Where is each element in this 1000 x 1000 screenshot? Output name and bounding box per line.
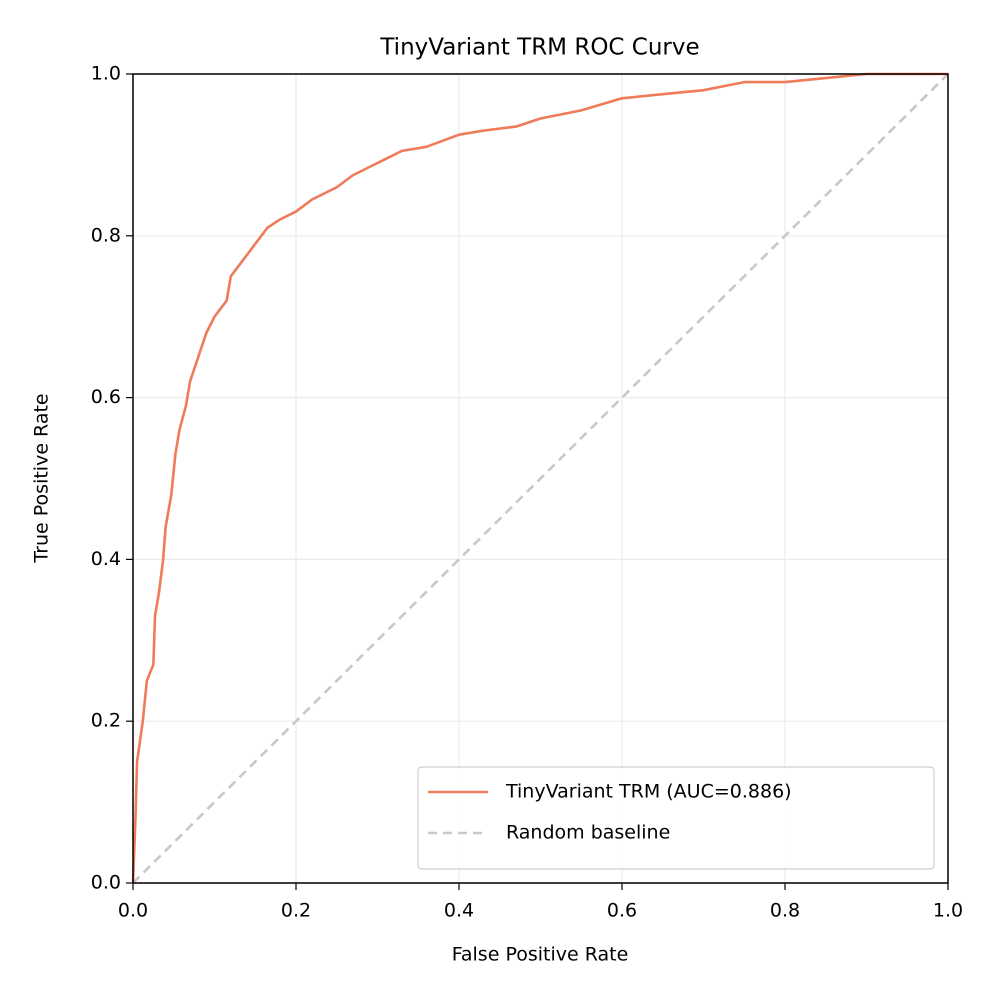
x-tick-label: 0.0 xyxy=(118,900,148,922)
x-tick-label: 0.2 xyxy=(281,900,311,922)
legend-box xyxy=(417,766,935,870)
series-line xyxy=(132,73,949,884)
x-tick-label: 1.0 xyxy=(933,900,963,922)
legend-label: TinyVariant TRM (AUC=0.886) xyxy=(505,781,792,803)
y-tick-label: 0.8 xyxy=(91,224,121,246)
y-tick-label: 0.6 xyxy=(91,386,121,408)
series-line xyxy=(131,72,948,884)
y-tick-label: 1.0 xyxy=(91,63,121,85)
y-axis-label: True Positive Rate xyxy=(31,393,53,563)
y-tick-label: 0.2 xyxy=(91,710,121,732)
x-tick-label: 0.6 xyxy=(607,900,637,922)
chart-title: TinyVariant TRM ROC Curve xyxy=(379,35,699,61)
legend-label: Random baseline xyxy=(506,822,670,844)
plot-frame xyxy=(132,73,949,884)
x-tick-label: 0.4 xyxy=(444,900,474,922)
y-tick-label: 0.4 xyxy=(91,548,121,570)
x-axis-label: False Positive Rate xyxy=(452,944,629,966)
y-tick-label: 0.0 xyxy=(91,872,121,894)
x-tick-label: 0.8 xyxy=(770,900,800,922)
